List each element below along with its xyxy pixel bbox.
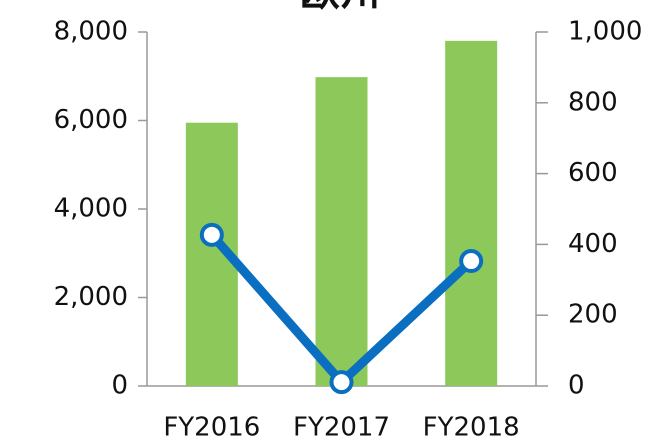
x-tick-label: FY2018 bbox=[423, 413, 520, 443]
line-point bbox=[329, 370, 354, 395]
y2-tick-label: 200 bbox=[568, 300, 618, 330]
bar bbox=[315, 77, 368, 386]
y2-tick-label: 800 bbox=[568, 87, 618, 117]
y-tick-label: 0 bbox=[111, 371, 128, 401]
y2-tick-label: 600 bbox=[568, 158, 618, 188]
x-tick-label: FY2016 bbox=[163, 413, 260, 443]
line-point bbox=[199, 222, 224, 247]
y-tick-label: 8,000 bbox=[54, 17, 128, 47]
y-tick-label: 6,000 bbox=[54, 105, 128, 135]
y2-tick-label: 400 bbox=[568, 229, 618, 259]
y-tick-label: 2,000 bbox=[54, 282, 128, 312]
y2-tick-label: 1,000 bbox=[568, 17, 642, 47]
chart-title: 欧州 bbox=[300, 0, 380, 15]
bar bbox=[445, 40, 498, 386]
y-tick-label: 4,000 bbox=[54, 194, 128, 224]
line-point bbox=[459, 249, 484, 274]
x-tick-label: FY2017 bbox=[293, 413, 390, 443]
y2-tick-label: 0 bbox=[568, 371, 585, 401]
